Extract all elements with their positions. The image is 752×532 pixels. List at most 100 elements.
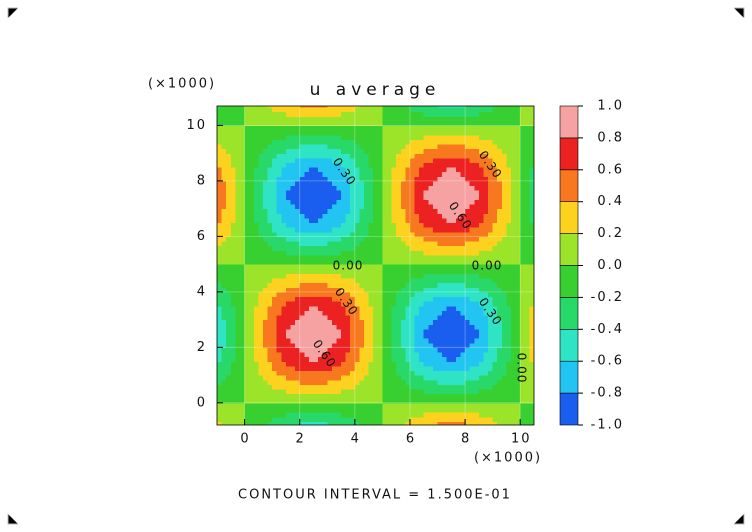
contour-cell bbox=[239, 273, 246, 279]
contour-cell bbox=[409, 259, 416, 265]
contour-cell bbox=[217, 301, 223, 307]
contour-cell bbox=[217, 356, 223, 362]
contour-cell bbox=[469, 379, 475, 385]
contour-cell bbox=[428, 388, 434, 395]
contour-cell bbox=[331, 370, 338, 376]
contour-cell bbox=[400, 342, 406, 348]
contour-cell bbox=[322, 111, 328, 117]
contour-cell bbox=[350, 412, 356, 418]
contour-cell bbox=[276, 245, 282, 251]
contour-cell bbox=[295, 277, 301, 284]
contour-cell bbox=[244, 356, 250, 362]
contour-cell bbox=[322, 370, 328, 376]
contour-cell bbox=[492, 176, 498, 182]
contour-cell bbox=[230, 125, 236, 131]
contour-cell bbox=[391, 412, 397, 418]
contour-cell bbox=[221, 277, 227, 284]
contour-cell bbox=[285, 222, 292, 228]
contour-cell bbox=[405, 305, 411, 311]
contour-cell bbox=[336, 273, 342, 279]
contour-cell bbox=[263, 431, 268, 436]
contour-cell bbox=[249, 259, 255, 265]
contour-cell bbox=[262, 222, 269, 228]
chart-title: u average bbox=[310, 80, 441, 100]
contour-cell bbox=[359, 412, 365, 418]
contour-cell bbox=[313, 412, 319, 418]
contour-cell bbox=[451, 310, 457, 316]
contour-cell bbox=[506, 296, 512, 302]
contour-cell bbox=[373, 185, 379, 191]
contour-cell bbox=[350, 176, 356, 182]
contour-cell bbox=[432, 153, 439, 159]
contour-cell bbox=[318, 125, 324, 131]
contour-cell bbox=[322, 416, 328, 422]
contour-cell bbox=[299, 319, 305, 325]
contour-cell bbox=[460, 204, 466, 210]
contour-cell bbox=[350, 324, 356, 330]
contour-cell bbox=[391, 291, 397, 298]
contour-cell bbox=[350, 254, 356, 261]
contour-cell bbox=[281, 176, 287, 182]
contour-cell bbox=[244, 190, 250, 196]
contour-cell bbox=[442, 264, 448, 270]
contour-cell bbox=[322, 227, 328, 233]
contour-cell bbox=[432, 310, 439, 316]
contour-cell bbox=[258, 342, 264, 348]
contour-cell bbox=[267, 421, 273, 425]
contour-cell bbox=[354, 194, 361, 200]
contour-cell bbox=[226, 231, 232, 237]
contour-cell bbox=[359, 157, 365, 164]
contour-cell bbox=[235, 356, 241, 362]
contour-cell bbox=[295, 185, 301, 191]
contour-cell bbox=[497, 180, 503, 187]
contour-cell bbox=[515, 379, 521, 385]
contour-cell bbox=[460, 282, 466, 288]
contour-cell bbox=[368, 402, 374, 409]
contour-cell bbox=[208, 329, 213, 334]
contour-cell bbox=[368, 384, 374, 390]
contour-cell bbox=[217, 130, 223, 136]
contour-cell bbox=[377, 282, 383, 288]
contour-cell bbox=[345, 421, 351, 425]
contour-cell bbox=[474, 328, 480, 335]
contour-cell bbox=[359, 421, 365, 425]
contour-cell bbox=[221, 379, 227, 385]
contour-cell bbox=[506, 310, 512, 316]
contour-cell bbox=[428, 176, 434, 182]
contour-cell bbox=[322, 287, 328, 293]
contour-cell bbox=[506, 407, 512, 413]
contour-cell bbox=[455, 273, 462, 279]
contour-cell bbox=[226, 347, 232, 353]
contour-cell bbox=[474, 167, 480, 173]
contour-cell bbox=[304, 245, 310, 251]
contour-cell bbox=[331, 379, 338, 385]
contour-cell bbox=[428, 180, 434, 187]
contour-cell bbox=[437, 314, 443, 321]
contour-cell bbox=[295, 356, 301, 362]
contour-cell bbox=[492, 287, 498, 293]
contour-cell bbox=[455, 314, 462, 321]
contour-cell bbox=[483, 402, 489, 409]
contour-cell bbox=[221, 245, 227, 251]
contour-cell bbox=[331, 134, 338, 140]
contour-cell bbox=[529, 213, 534, 219]
contour-cell bbox=[442, 277, 448, 284]
contour-cell bbox=[295, 407, 301, 413]
contour-cell bbox=[235, 282, 241, 288]
contour-cell bbox=[331, 190, 338, 196]
contour-cell bbox=[368, 314, 374, 321]
contour-cell bbox=[285, 402, 292, 409]
contour-cell bbox=[501, 324, 508, 330]
contour-cell bbox=[359, 291, 365, 298]
contour-cell bbox=[432, 143, 439, 150]
contour-cell bbox=[501, 250, 508, 256]
contour-cell bbox=[492, 338, 498, 344]
contour-cell bbox=[455, 213, 462, 219]
contour-cell bbox=[308, 116, 315, 122]
contour-cell bbox=[501, 148, 508, 154]
contour-cell bbox=[492, 370, 498, 376]
contour-cell bbox=[373, 153, 379, 159]
contour-cell bbox=[364, 287, 370, 293]
contour-cell bbox=[272, 130, 278, 136]
contour-cell bbox=[511, 204, 517, 210]
